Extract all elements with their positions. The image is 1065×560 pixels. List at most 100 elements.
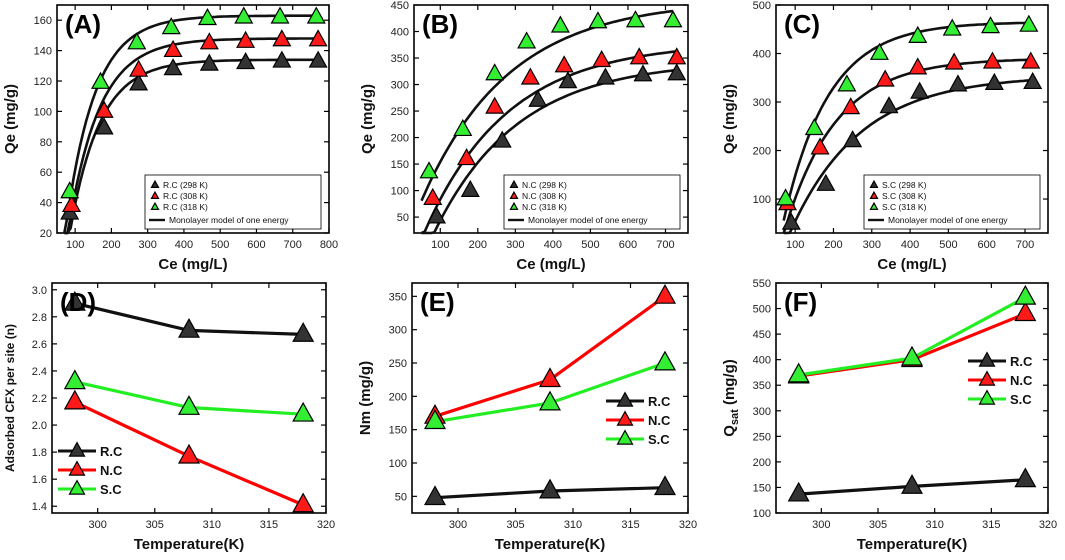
data-point-red bbox=[538, 367, 562, 388]
data-point-green bbox=[292, 401, 315, 422]
x-tick-label: 400 bbox=[544, 239, 562, 251]
data-point-black bbox=[308, 50, 328, 68]
legend-marker-black bbox=[616, 391, 634, 407]
legend-fit-label: Monolayer model of one energy bbox=[888, 215, 1008, 225]
data-point-red bbox=[875, 69, 895, 87]
y-tick-label: 1.4 bbox=[32, 501, 47, 513]
legend-label: N.C (318 K) bbox=[522, 202, 567, 212]
x-tick-label: 700 bbox=[656, 239, 674, 251]
data-point-red bbox=[177, 443, 201, 464]
data-point-red bbox=[520, 67, 540, 85]
data-point-black bbox=[492, 130, 512, 148]
y-tick-label: 200 bbox=[389, 391, 407, 403]
y-tick-label: 150 bbox=[389, 425, 407, 437]
data-point-black bbox=[843, 130, 863, 148]
legend-label: S.C (298 K) bbox=[882, 180, 927, 190]
y-tick-label: 50 bbox=[397, 212, 409, 224]
x-tick-label: 305 bbox=[869, 519, 887, 531]
legend-box bbox=[144, 174, 322, 230]
y-tick-label: 200 bbox=[753, 457, 771, 469]
fit-curve-black bbox=[421, 68, 677, 235]
x-tick-label: 600 bbox=[619, 239, 637, 251]
legend: S.C (298 K)S.C (308 K)S.C (318 K) Monolay… bbox=[863, 174, 1041, 230]
data-point-red bbox=[1014, 301, 1037, 322]
legend-marker-green bbox=[68, 479, 86, 495]
data-point-green bbox=[538, 390, 562, 411]
panel-label: (F) bbox=[784, 287, 817, 317]
x-tick-label: 300 bbox=[138, 239, 156, 251]
x-tick-label: 315 bbox=[260, 519, 278, 531]
data-point-red bbox=[457, 148, 477, 166]
plot-frame bbox=[411, 282, 689, 514]
data-point-green bbox=[453, 118, 473, 137]
legend-marker-black bbox=[150, 179, 160, 188]
data-point-red bbox=[163, 39, 183, 58]
y-tick-label: 160 bbox=[34, 15, 52, 27]
legend-marker-red bbox=[978, 370, 996, 386]
y-axis-label: Qe (mg/g) bbox=[359, 84, 376, 154]
legend: R.C (298 K)R.C (308 K)R.C (318 K) Monolay… bbox=[144, 174, 322, 230]
data-point-black bbox=[633, 64, 653, 82]
fit-curve-red bbox=[64, 37, 319, 235]
x-tick-label: 700 bbox=[284, 239, 302, 251]
data-point-green bbox=[942, 18, 962, 36]
legend-marker-red bbox=[869, 190, 879, 199]
legend-marker-black bbox=[978, 351, 996, 367]
data-point-red bbox=[308, 29, 328, 47]
data-point-black bbox=[63, 290, 86, 311]
data-point-black bbox=[816, 173, 836, 191]
legend-marker-black bbox=[869, 179, 879, 188]
data-point-green bbox=[550, 15, 570, 33]
legend: N.C (298 K)N.C (308 K)N.C (318 K) Monolay… bbox=[503, 174, 681, 230]
panel-a: 100 200 300 400 500 600 700 800 20 40 60 80 100 120 14… bbox=[2, 4, 338, 273]
y-tick-label: 100 bbox=[391, 186, 409, 198]
legend-fit-label: Monolayer model of one energy bbox=[169, 215, 289, 225]
legend-marker-black bbox=[68, 441, 86, 457]
data-point-black bbox=[177, 317, 201, 338]
panel-label: (E) bbox=[420, 287, 455, 317]
legend-label: R.C (318 K) bbox=[163, 202, 208, 212]
y-tick-label: 250 bbox=[391, 106, 409, 118]
data-point-green bbox=[197, 7, 218, 26]
y-tick-label: 250 bbox=[389, 358, 407, 370]
x-tick-label: 500 bbox=[211, 239, 229, 251]
x-tick-label: 300 bbox=[88, 519, 106, 531]
data-point-black bbox=[1014, 467, 1037, 488]
panel-label: (C) bbox=[784, 9, 820, 39]
data-point-green bbox=[91, 71, 111, 89]
legend-marker-green bbox=[616, 429, 634, 445]
x-axis-label: Ce (mg/L) bbox=[158, 256, 227, 273]
data-point-black bbox=[900, 474, 924, 494]
data-point-red bbox=[94, 100, 114, 118]
x-axis-label: Temperature(K) bbox=[495, 536, 606, 553]
data-point-black bbox=[667, 63, 687, 81]
y-tick-label: 200 bbox=[391, 133, 409, 145]
data-point-black bbox=[595, 67, 615, 85]
data-point-red bbox=[236, 30, 256, 48]
data-point-green bbox=[1014, 284, 1037, 305]
legend-fit-label: Monolayer model of one energy bbox=[528, 215, 648, 225]
y-axis-label: Qe (mg/g) bbox=[2, 84, 19, 154]
x-tick-label: 200 bbox=[824, 239, 842, 251]
x-tick-label: 320 bbox=[1039, 519, 1057, 531]
x-tick-label: 600 bbox=[978, 239, 996, 251]
data-point-green bbox=[517, 31, 537, 49]
x-tick-label: 500 bbox=[581, 239, 599, 251]
data-point-red bbox=[63, 389, 86, 410]
data-point-black bbox=[163, 58, 183, 76]
legend-marker-red bbox=[150, 190, 160, 199]
data-point-green bbox=[423, 409, 447, 430]
x-tick-label: 320 bbox=[679, 519, 697, 531]
y-tick-label: 1.6 bbox=[32, 474, 47, 486]
data-point-green bbox=[485, 63, 505, 81]
x-tick-label: 315 bbox=[982, 519, 1000, 531]
data-point-black bbox=[1023, 71, 1043, 90]
panel-e: 300 305 310 315 320 50 100 150 200 250 300 350 Tempe… bbox=[357, 282, 697, 553]
legend-marker-red bbox=[509, 190, 519, 199]
y-tick-label: 50 bbox=[395, 491, 407, 503]
y-tick-label: 350 bbox=[389, 291, 407, 303]
data-point-red bbox=[485, 96, 505, 114]
y-tick-label: 120 bbox=[34, 76, 52, 88]
x-tick-label: 600 bbox=[247, 239, 265, 251]
